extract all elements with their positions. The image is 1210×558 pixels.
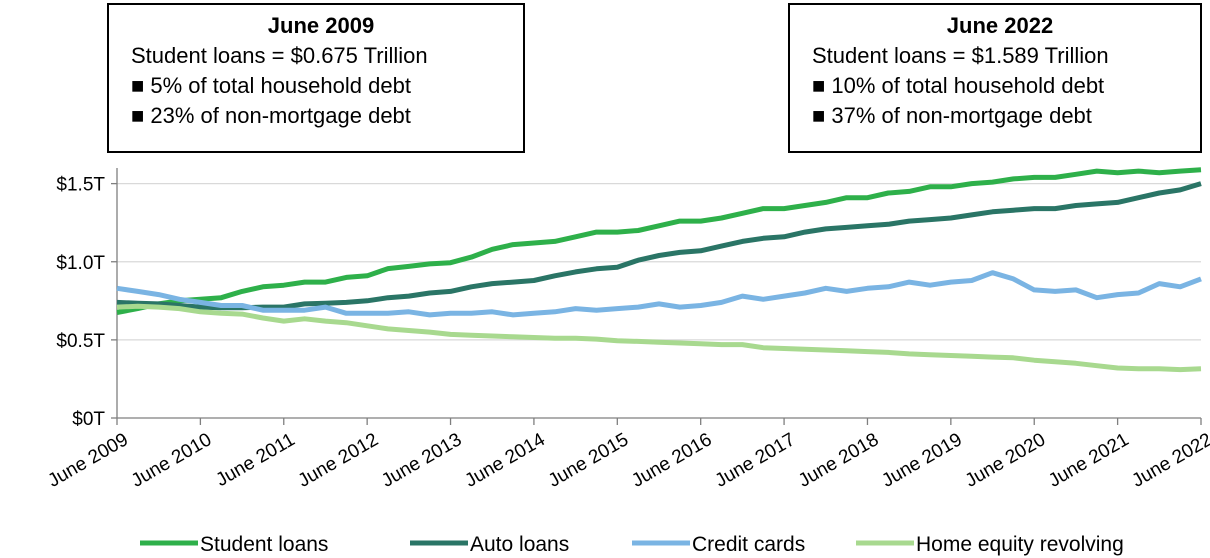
series-lines [116, 167, 1202, 373]
annotation-line: ■ 10% of total household debt [812, 73, 1105, 98]
y-tick-label: $1.5T [56, 175, 105, 196]
legend-label-auto-loans: Auto loans [470, 533, 569, 556]
annotation-line: ■ 5% of total household debt [131, 73, 411, 98]
x-tick-label: June 2019 [878, 429, 965, 492]
y-axis: $0T $0.5T $1.0T $1.5T [56, 168, 118, 430]
x-tick-label: June 2016 [628, 429, 715, 492]
x-tick-label: June 2021 [1045, 429, 1132, 492]
x-tick-label: June 2010 [128, 429, 215, 492]
annotation-box-june-2009: June 2009 Student loans = $0.675 Trillio… [107, 3, 525, 153]
x-tick-label: June 2013 [378, 429, 465, 492]
x-tick-label: June 2011 [213, 429, 299, 491]
annotation-line: ■ 23% of non-mortgage debt [131, 103, 411, 128]
x-tick-label: June 2017 [712, 429, 799, 492]
annotation-title: June 2009 [267, 13, 375, 38]
x-tick-label: June 2020 [962, 429, 1049, 492]
annotation-title: June 2022 [946, 13, 1054, 38]
x-tick-label: June 2022 [1129, 429, 1210, 492]
y-tick-label: $1.0T [56, 253, 105, 274]
legend-label-credit-cards: Credit cards [692, 533, 805, 556]
annotation-line: Student loans = $1.589 Trillion [812, 43, 1109, 68]
x-tick-label: June 2015 [545, 429, 632, 492]
legend-label-student-loans: Student loans [200, 533, 328, 556]
legend: Student loans Auto loans Credit cards Home … [140, 533, 1124, 556]
series-line-student-loans [116, 167, 1202, 315]
series-line-auto-loans [116, 181, 1202, 311]
y-tick-label: $0T [72, 409, 105, 430]
legend-label-home-equity-revolving: Home equity revolving [916, 533, 1124, 556]
series-line-credit-cards [116, 270, 1202, 318]
annotation-line: ■ 37% of non-mortgage debt [812, 103, 1092, 128]
annotation-box-june-2022: June 2022 Student loans = $1.589 Trillio… [788, 3, 1202, 153]
x-tick-label: June 2018 [795, 429, 882, 492]
x-tick-label: June 2009 [45, 429, 132, 492]
x-tick-label: June 2014 [461, 429, 549, 492]
series-line-home-equity-revolving [116, 303, 1202, 373]
annotation-line: Student loans = $0.675 Trillion [131, 43, 428, 68]
x-tick-label: June 2012 [295, 429, 382, 492]
y-tick-label: $0.5T [56, 331, 105, 352]
